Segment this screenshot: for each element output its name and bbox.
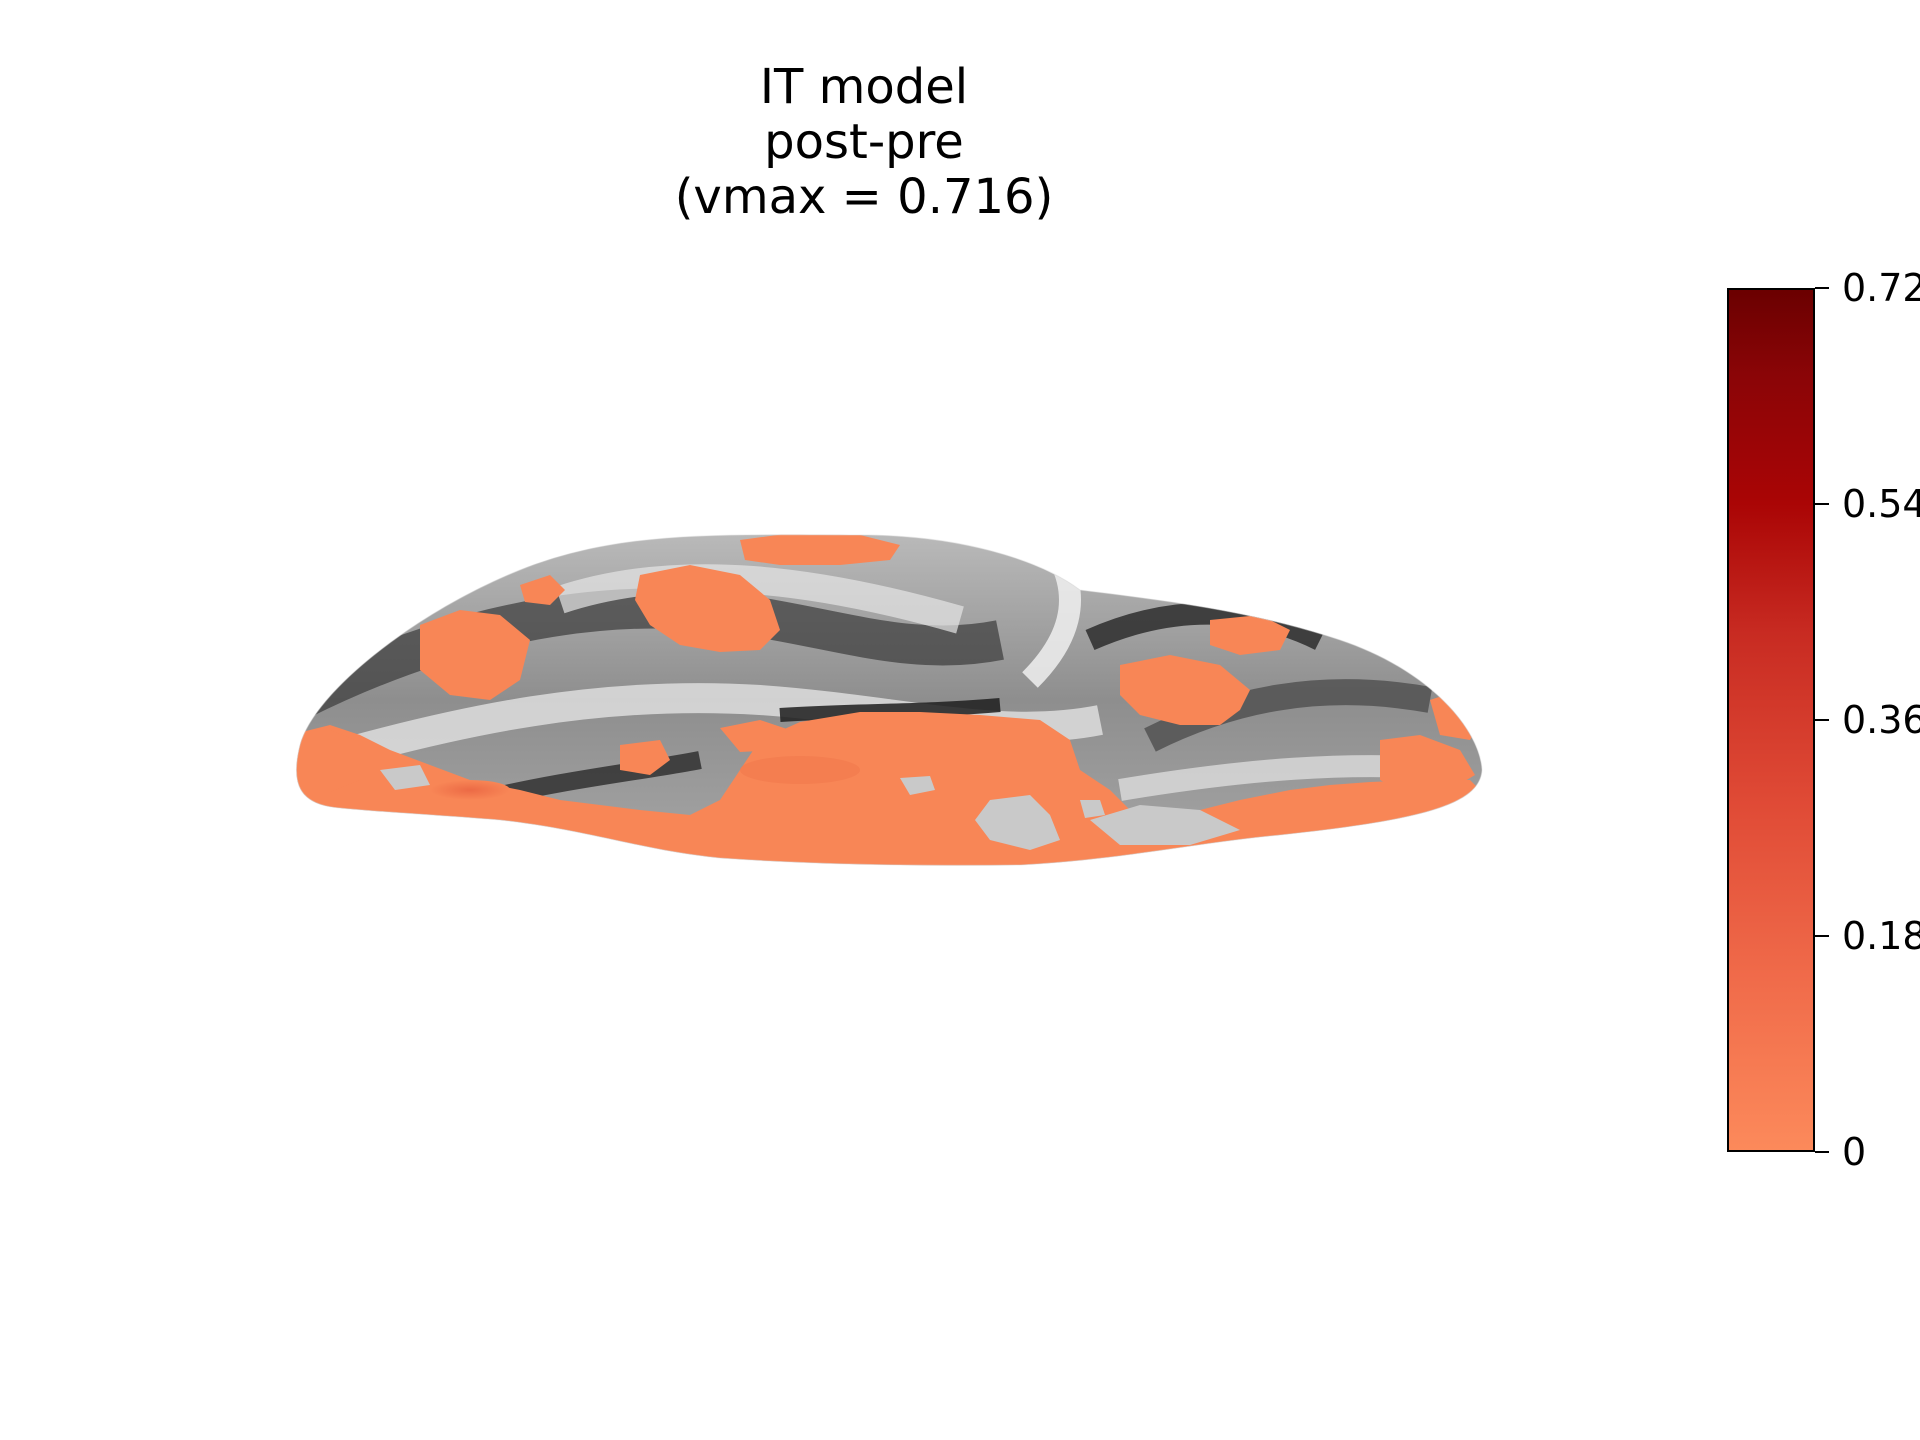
title-line-vmax: (vmax = 0.716) (674, 169, 1054, 225)
grey-island (1080, 800, 1105, 818)
colorbar-tick (1815, 287, 1829, 289)
colorbar-gradient (1727, 288, 1815, 1152)
colorbar-label: 0.54 (1842, 482, 1920, 526)
subthreshold-islands (380, 765, 1240, 850)
grey-island (1090, 805, 1240, 845)
colorbar-tick (1815, 935, 1829, 937)
colorbar-tick (1815, 503, 1829, 505)
title-line-contrast: post-pre (764, 114, 964, 170)
colorbar-tick (1815, 1151, 1829, 1153)
grey-island (975, 795, 1060, 850)
sulcus-band (1144, 679, 1433, 752)
overlay-patch-occipital (1380, 735, 1475, 795)
sulcus-band (1085, 602, 1325, 651)
overlay-peak-spot (740, 756, 860, 784)
overlay-peak-spot (430, 780, 510, 800)
figure-title: IT model post-pre (vmax = 0.716) (564, 60, 1164, 225)
brain-surface-group (296, 534, 1482, 866)
colorbar-label-min: 0 (1842, 1130, 1867, 1174)
grey-island (380, 765, 430, 790)
gyrus-band (555, 564, 964, 634)
overlay-patch-posterior-upper (1210, 615, 1290, 655)
colorbar-label: 0.18 (1842, 914, 1920, 958)
overlay-patch-posterior (1120, 655, 1250, 725)
sulcus-band (779, 698, 1001, 722)
colorbar-tick (1815, 719, 1829, 721)
overlay-patch-small (620, 740, 670, 775)
overlay-patch-anterior-tip (300, 730, 370, 792)
title-line-model: IT model (759, 59, 969, 115)
overlay-patch-anterior (420, 610, 530, 700)
surface-outline (295, 534, 1483, 866)
colorbar-label: 0.36 (1842, 698, 1920, 742)
overlay-patch-small (520, 575, 565, 605)
overlay-patch-dorsal (740, 534, 900, 565)
grey-island (900, 776, 935, 795)
colorbar-label-max: 0.72 (1842, 266, 1920, 310)
overlay-patch-superior (635, 565, 780, 652)
colorbar (1727, 288, 1815, 1152)
overlay-patch-mid (720, 720, 790, 752)
